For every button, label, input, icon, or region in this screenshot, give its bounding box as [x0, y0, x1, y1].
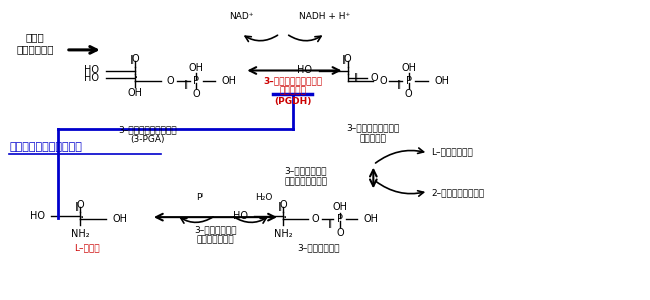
Text: H₂O: H₂O	[255, 193, 272, 202]
Text: ‖: ‖	[328, 219, 332, 228]
Text: HO: HO	[84, 73, 99, 82]
Text: OH: OH	[127, 88, 142, 98]
Text: OH: OH	[222, 76, 237, 86]
Text: 3–ホスホセリン
脱リン酸化酵素: 3–ホスホセリン 脱リン酸化酵素	[194, 225, 237, 244]
Text: ‖: ‖	[396, 80, 401, 89]
Text: 2–オキソグルタル酸: 2–オキソグルタル酸	[432, 188, 484, 197]
Text: ·: ·	[79, 211, 84, 225]
Text: O: O	[336, 228, 344, 238]
Text: ‖: ‖	[129, 55, 134, 64]
Text: 3–ホスホグリセリン酸
(3-PGA): 3–ホスホグリセリン酸 (3-PGA)	[118, 125, 177, 144]
Text: HO: HO	[30, 211, 45, 221]
Text: 3–ホスホセリン
アミノ基転移酵素: 3–ホスホセリン アミノ基転移酵素	[284, 167, 327, 186]
Text: HO: HO	[233, 211, 248, 221]
Text: ‖: ‖	[184, 80, 188, 89]
Text: P: P	[406, 76, 412, 86]
Text: O: O	[192, 89, 200, 99]
Text: ‖: ‖	[75, 202, 79, 211]
Text: OH: OH	[188, 63, 203, 73]
Text: HO: HO	[297, 65, 312, 76]
Text: O: O	[166, 76, 174, 86]
Text: O: O	[344, 54, 352, 64]
Text: 解糖系
カルビン回路: 解糖系 カルビン回路	[16, 32, 54, 54]
Text: OH: OH	[401, 63, 416, 73]
Text: O: O	[76, 200, 84, 210]
Text: HO: HO	[84, 65, 99, 76]
Text: OH: OH	[112, 214, 127, 224]
Text: 3–ホスホヒドロキシ
ピルビン酸: 3–ホスホヒドロキシ ピルビン酸	[346, 124, 400, 143]
Text: P: P	[193, 76, 199, 86]
Text: ·: ·	[134, 70, 138, 85]
Text: Pᴵ: Pᴵ	[196, 193, 203, 202]
Text: ·: ·	[282, 211, 287, 225]
Text: OH: OH	[363, 214, 379, 224]
Text: O: O	[370, 73, 378, 82]
Text: ‖: ‖	[278, 202, 282, 211]
Text: O: O	[405, 89, 413, 99]
Text: P: P	[337, 214, 343, 224]
Text: L–グルタミン酸: L–グルタミン酸	[432, 148, 473, 157]
Text: 負のフィードバック制御: 負のフィードバック制御	[9, 142, 82, 152]
Text: OH: OH	[435, 76, 450, 86]
Text: OH: OH	[332, 202, 347, 212]
Text: 3–ホスホセリン: 3–ホスホセリン	[297, 244, 340, 253]
Text: O: O	[379, 76, 387, 86]
Text: O: O	[131, 54, 138, 64]
Text: NH₂: NH₂	[274, 229, 292, 239]
Text: ‖: ‖	[342, 55, 346, 64]
Text: NH₂: NH₂	[71, 229, 90, 239]
Text: O: O	[280, 200, 287, 210]
Text: ‖: ‖	[354, 73, 358, 82]
Text: NADH + H⁺: NADH + H⁺	[300, 12, 350, 21]
Text: L–セリン: L–セリン	[73, 244, 99, 253]
Text: NAD⁺: NAD⁺	[229, 12, 254, 21]
Text: O: O	[311, 214, 319, 224]
Text: 3–ホスホグリセリン酸
脱水素酵素
(PGDH): 3–ホスホグリセリン酸 脱水素酵素 (PGDH)	[263, 76, 322, 106]
